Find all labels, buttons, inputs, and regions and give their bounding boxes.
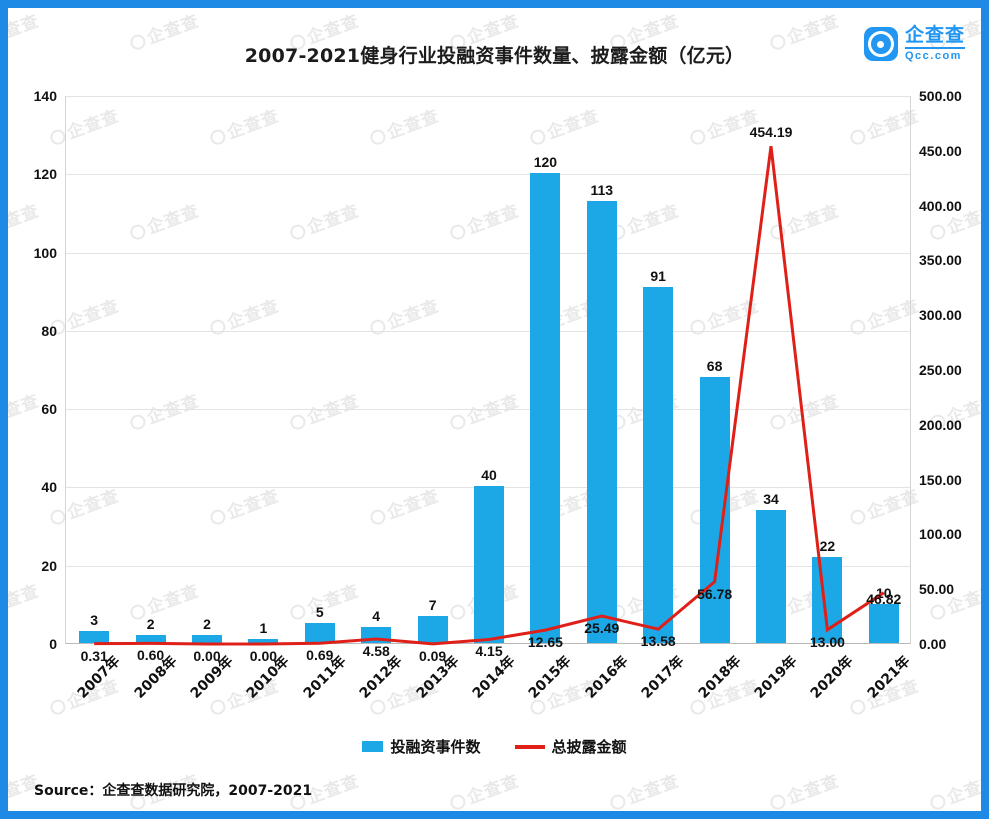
qcc-logo-en: Qcc.com	[904, 49, 962, 62]
right-axis-tick-label: 0.00	[919, 636, 947, 652]
left-axis-tick-label: 80	[41, 322, 57, 339]
line-value-label: 4.58	[362, 642, 390, 659]
gridline	[66, 252, 910, 254]
chart-legend: 投融资事件数 总披露金额	[8, 736, 981, 757]
gridline	[66, 96, 910, 97]
bar-value-label: 68	[706, 357, 723, 374]
qcc-logo-text: 企查查 Qcc.com	[904, 25, 965, 62]
line-value-label: 4.15	[475, 643, 503, 660]
watermark: 企查查	[606, 766, 682, 811]
bar-2019年	[756, 509, 786, 643]
x-axis-tick-label: 2015年	[526, 653, 575, 702]
line-value-label: 46.82	[866, 590, 902, 607]
qcc-logo-icon	[863, 27, 898, 62]
watermark: 企查查	[766, 766, 842, 811]
line-value-label: 13.00	[809, 633, 845, 650]
bar-value-label: 7	[428, 596, 437, 613]
bar-value-label: 91	[650, 267, 666, 284]
bar-2009年	[192, 635, 222, 643]
bar-value-label: 113	[590, 181, 614, 198]
bar-value-label: 1	[259, 620, 268, 637]
gridline	[66, 174, 910, 176]
gridline	[66, 409, 910, 411]
bar-value-label: 2	[146, 616, 155, 633]
bar-value-label: 34	[763, 490, 779, 507]
x-axis-tick-label: 2017年	[638, 653, 688, 702]
x-axis-tick-label: 2021年	[864, 653, 914, 702]
legend-item-line: 总披露金额	[514, 736, 627, 757]
x-axis-tick-label: 2019年	[751, 653, 801, 702]
watermark: 企查查	[926, 766, 981, 811]
bar-value-label: 3	[90, 612, 99, 629]
right-axis-tick-label: 50.00	[919, 581, 955, 598]
line-value-label: 0.00	[193, 648, 221, 664]
left-axis-tick-label: 140	[33, 88, 57, 104]
bar-2011年	[304, 623, 335, 643]
legend-label-line: 总披露金额	[551, 738, 627, 756]
line-value-label: 0.69	[306, 647, 334, 664]
bar-value-label: 120	[533, 154, 558, 171]
source-note: Source：企查查数据研究院，2007-2021	[34, 783, 313, 799]
line-value-label: 0.09	[418, 647, 447, 664]
qcc-logo-cn: 企查查	[904, 25, 965, 49]
left-axis-tick-label: 20	[41, 557, 57, 574]
legend-item-bars: 投融资事件数	[362, 736, 481, 757]
right-axis-tick-label: 150.00	[919, 471, 962, 488]
line-path	[94, 146, 885, 646]
line-value-label: 25.49	[584, 620, 620, 637]
line-value-label: 13.58	[640, 633, 676, 650]
right-axis-tick-label: 400.00	[919, 197, 962, 214]
line-value-label: 56.78	[697, 585, 733, 602]
bar-2010年	[248, 639, 279, 643]
bar-2014年	[474, 486, 504, 643]
gridline	[66, 330, 910, 332]
legend-line-swatch-icon	[514, 744, 545, 749]
x-axis-tick-label: 2020年	[808, 653, 857, 702]
line-value-label: 0.31	[80, 647, 108, 664]
left-axis-tick-label: 120	[33, 166, 57, 183]
legend-bar-swatch-icon	[362, 741, 384, 752]
right-axis-tick-label: 250.00	[919, 362, 962, 378]
line-value-label: 0.60	[136, 647, 165, 664]
left-axis-tick-label: 40	[41, 479, 57, 496]
qcc-logo: 企查查 Qcc.com	[863, 25, 965, 62]
bar-value-label: 40	[481, 467, 497, 484]
bar-value-label: 2	[203, 616, 211, 633]
bar-value-label: 22	[819, 537, 836, 554]
watermark: 企查查	[8, 391, 43, 429]
bar-value-label: 4	[372, 608, 381, 625]
right-axis-tick-label: 350.00	[919, 252, 962, 269]
x-axis-tick-label: 2016年	[582, 653, 632, 702]
plot-area: 3 2 2 1 5 4 7 40 120 113 91 68 34 22 10 0.31 0.60 0.00 0.…	[34, 88, 962, 702]
x-axis-tick-label: 2018年	[695, 653, 745, 702]
right-axis-tick-label: 200.00	[919, 416, 962, 433]
plot-frame: 3 2 2 1 5 4 7 40 120 113 91 68 34 22 10 0.31 0.60 0.00 0.…	[34, 88, 962, 702]
left-axis-tick-label: 100	[33, 244, 57, 261]
right-axis-tick-label: 100.00	[919, 526, 962, 543]
bar-value-label: 5	[315, 604, 324, 621]
line-value-label: 12.65	[527, 634, 563, 651]
watermark: 企查查	[8, 581, 43, 619]
right-axis-tick-label: 300.00	[919, 307, 962, 324]
legend-label-bars: 投融资事件数	[390, 738, 481, 756]
right-axis-tick-label: 450.00	[919, 142, 962, 159]
right-axis-tick-label: 500.00	[919, 88, 962, 104]
line-value-label: 0.00	[249, 648, 278, 664]
bar-2015年	[530, 173, 561, 643]
bar-2021年	[868, 603, 899, 643]
chart-canvas: 企查查 企查查 企查查 企查查 企查查 企查查 企查查 企查查 企查查 企查查 企查查 企查查 企查查企…	[8, 8, 981, 811]
line-value-label: 454.19	[749, 124, 793, 141]
watermark: 企查查	[8, 201, 43, 239]
chart-title: 2007-2021健身行业投融资事件数量、披露金额（亿元）	[244, 45, 745, 67]
line-series	[94, 146, 885, 646]
left-axis-tick-label: 60	[41, 401, 57, 418]
watermark: 企查查	[446, 766, 522, 811]
left-axis-tick-label: 0	[49, 636, 57, 652]
bar-2017年	[643, 286, 674, 643]
bar-2016年	[586, 200, 617, 643]
bar-2013年	[417, 615, 448, 643]
bar-2007年	[79, 631, 110, 643]
bar-2008年	[135, 635, 166, 643]
